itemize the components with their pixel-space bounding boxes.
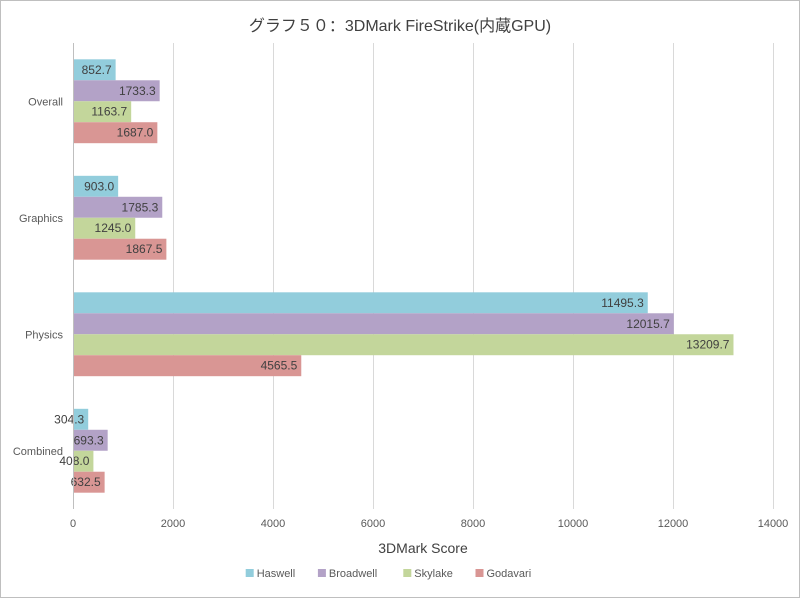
- bar: [74, 450, 94, 472]
- bar: [74, 59, 116, 81]
- data-label: 693.3: [74, 433, 104, 447]
- bar: [74, 196, 163, 218]
- bar: [74, 217, 136, 239]
- x-tick-label: 4000: [261, 518, 285, 530]
- bar: [74, 355, 302, 377]
- bar: [74, 238, 167, 260]
- x-tick-label: 14000: [758, 518, 789, 530]
- data-label: 1785.3: [122, 200, 159, 214]
- chart-title: グラフ５０：3DMark FireStrike(内蔵GPU): [249, 17, 551, 35]
- data-label: 13209.7: [686, 338, 730, 352]
- legend-swatch: [245, 569, 254, 577]
- bar: [74, 471, 105, 493]
- legend-swatch: [475, 569, 484, 577]
- legend-label: Broadwell: [329, 568, 377, 580]
- data-label: 12015.7: [626, 317, 670, 331]
- data-label: 304.3: [54, 412, 84, 426]
- x-tick-label: 8000: [461, 518, 485, 530]
- bars: [74, 59, 734, 493]
- bar: [74, 122, 158, 144]
- bar: [74, 334, 734, 356]
- bar: [74, 408, 89, 430]
- x-tick-label: 6000: [361, 518, 385, 530]
- data-label: 1867.5: [126, 242, 163, 256]
- x-tick-label: 10000: [558, 518, 589, 530]
- x-tick-label: 2000: [161, 518, 185, 530]
- bar: [74, 101, 132, 123]
- bar: [74, 80, 160, 102]
- data-label: 11495.3: [601, 296, 644, 310]
- data-label: 1687.0: [117, 126, 154, 140]
- x-tick-label: 12000: [658, 518, 689, 530]
- category-label: Combined: [13, 446, 63, 458]
- data-label: 1733.3: [119, 84, 156, 98]
- bar: [74, 292, 648, 314]
- legend-swatch: [317, 569, 326, 577]
- data-label: 1245.0: [95, 221, 132, 235]
- category-label: Graphics: [19, 213, 64, 225]
- legend: Haswell Broadwell Skylake Godavari: [245, 568, 532, 580]
- bar: [74, 313, 674, 335]
- data-label: 4565.5: [261, 359, 298, 373]
- category-label: Physics: [25, 329, 63, 341]
- legend-label: Godavari: [487, 568, 532, 580]
- data-label: 408.0: [59, 454, 89, 468]
- bar: [74, 175, 119, 197]
- legend-swatch: [403, 569, 412, 577]
- data-label: 1163.7: [91, 105, 127, 119]
- legend-label: Haswell: [257, 568, 296, 580]
- data-label: 852.7: [82, 63, 112, 77]
- gridlines: [173, 43, 774, 509]
- category-label: Overall: [28, 96, 63, 108]
- legend-label: Skylake: [414, 568, 453, 580]
- axes: 0 2000 4000 6000 8000 10000 12000 14000 Overall G…: [13, 43, 788, 530]
- x-axis-title: 3DMark Score: [378, 540, 468, 556]
- data-label: 632.5: [71, 475, 101, 489]
- x-tick-label: 0: [70, 518, 76, 530]
- data-label: 903.0: [84, 179, 114, 193]
- data-labels: 852.7 1733.3 1163.7 1687.0 903.0 1785.3 1245.0…: [54, 63, 730, 489]
- bar: [74, 429, 108, 451]
